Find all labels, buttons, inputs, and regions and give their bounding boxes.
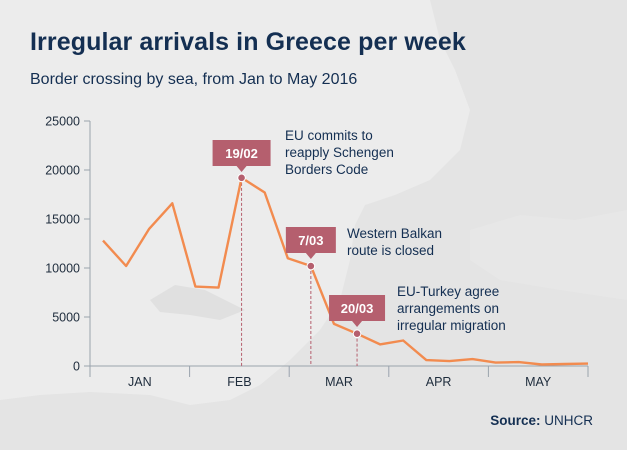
chart-title: Irregular arrivals in Greece per week [30, 28, 466, 56]
annotation-text-line: irregular migration [397, 318, 506, 333]
x-tick-label: MAY [525, 375, 552, 389]
annotation-flag [285, 227, 336, 259]
annotation-flag [212, 140, 271, 172]
x-tick-label: JAN [128, 375, 152, 389]
chart-axes: 25000 20000 15000 10000 5000 0 JAN FEB MAR APR MAY [45, 115, 589, 389]
source-value: UNHCR [544, 413, 593, 428]
source-note: Source: UNHCR [490, 413, 593, 428]
annotation-text-line: arrangements on [397, 301, 499, 316]
annotation-text-line: EU commits to [285, 128, 373, 143]
annotation-point-marker [237, 173, 246, 183]
x-tick-label: FEB [227, 375, 251, 389]
y-tick-label: 15000 [45, 213, 80, 227]
annotation-text-line: Borders Code [285, 162, 368, 177]
annotation-flag-label: 7/03 [298, 233, 323, 248]
annotation-text-line: EU-Turkey agree [397, 284, 499, 299]
annotation-flag-label: 19/02 [225, 146, 258, 161]
annotation-text-line: route is closed [347, 243, 434, 258]
series-line [102, 176, 589, 366]
y-tick-label: 5000 [52, 311, 80, 325]
source-label: Source: [490, 413, 541, 428]
annotation-flags: 19/02 7/03 20/03 [212, 140, 386, 327]
annotation-flag-label: 20/03 [341, 301, 374, 316]
annotation-text-line: reapply Schengen [285, 145, 394, 160]
annotation-point-marker [352, 329, 362, 338]
y-tick-label: 25000 [45, 115, 80, 129]
y-tick-label: 0 [73, 360, 80, 374]
chart-subtitle: Border crossing by sea, from Jan to May … [30, 71, 358, 88]
annotation-text-line: Western Balkan [347, 226, 442, 241]
annotation-point-marker [306, 261, 316, 271]
x-tick-label: APR [426, 375, 452, 389]
annotation-texts: EU commits to reapply Schengen Borders Cod… [285, 128, 506, 333]
x-tick-label: MAR [325, 375, 353, 389]
series-layer [102, 176, 589, 366]
annotation-flag [329, 295, 386, 327]
annotation-guides [241, 177, 358, 366]
annotation-markers [237, 173, 362, 338]
y-tick-label: 20000 [45, 164, 80, 178]
y-tick-label: 10000 [45, 262, 80, 276]
